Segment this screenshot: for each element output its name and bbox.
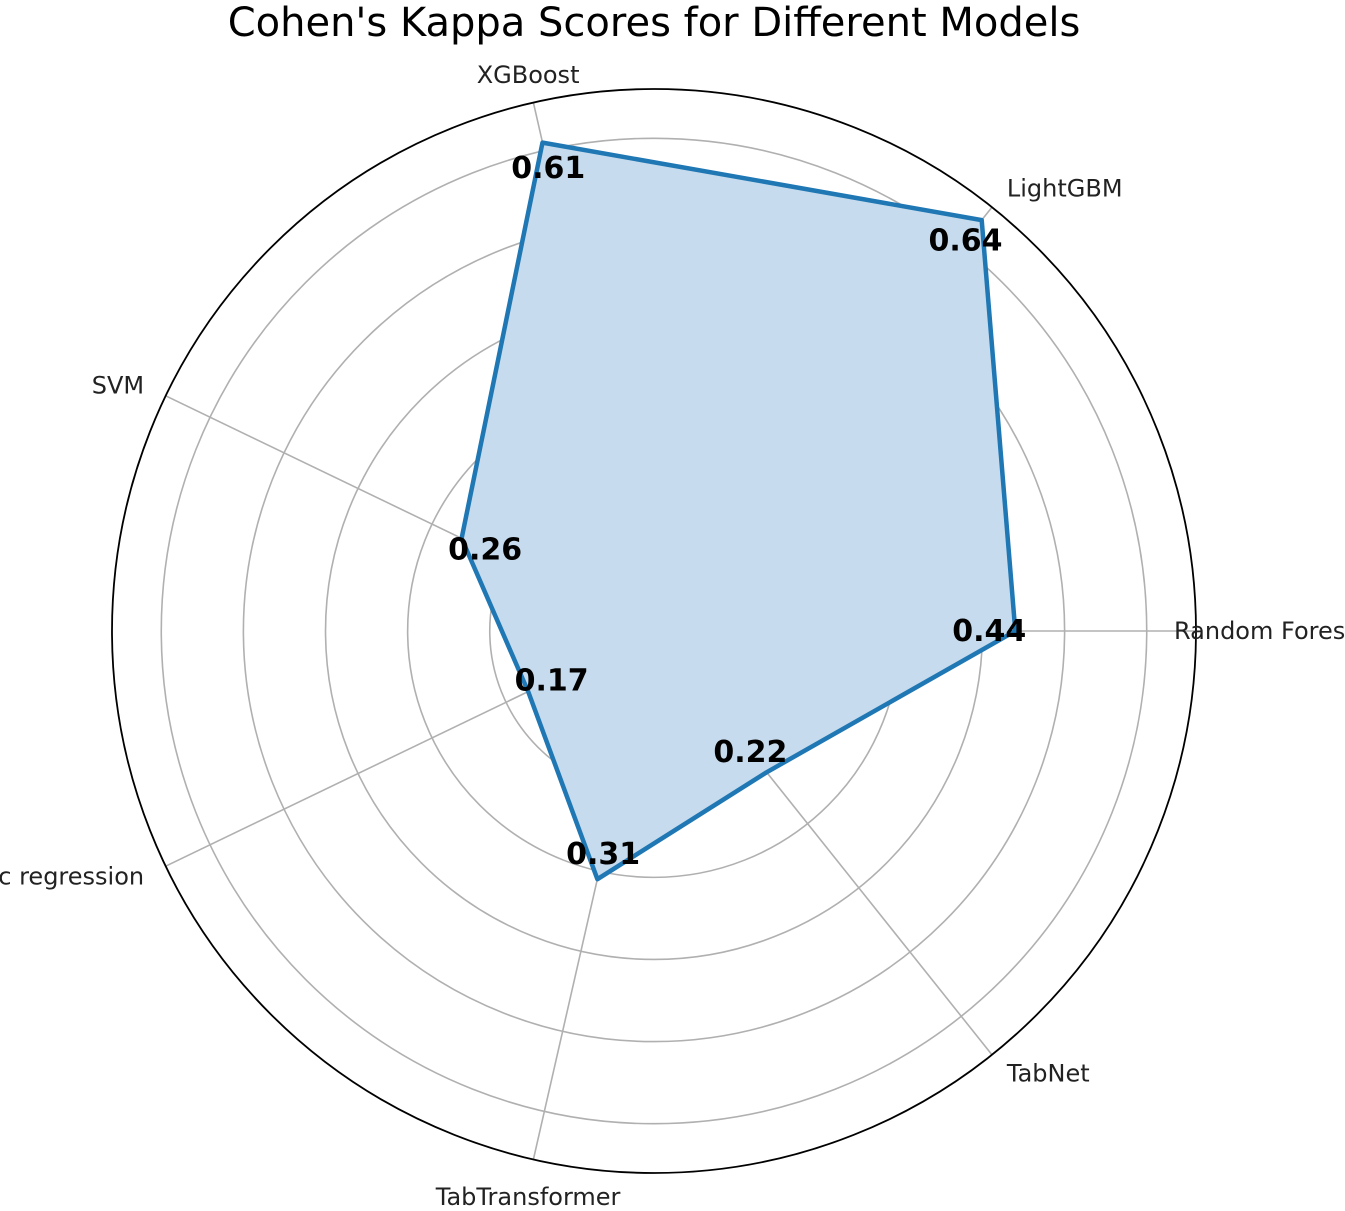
data-label: 0.44 [952, 614, 1026, 649]
data-label: 0.31 [566, 837, 640, 872]
category-label: TabNet [1006, 1060, 1090, 1088]
data-layer [459, 140, 1018, 882]
data-label: 0.61 [511, 151, 585, 186]
label-layer: 0.44 0.64 0.61 0.26 0.17 0.31 0.22 Random Fores… [0, 61, 1345, 1211]
data-label: 0.22 [713, 735, 787, 770]
data-label: 0.64 [928, 223, 1002, 258]
outer-ring [111, 88, 1197, 1174]
category-label: LightGBM [1007, 175, 1123, 203]
series-line [459, 140, 1018, 882]
category-label: XGBoost [477, 61, 580, 89]
category-label: Logistic regression [0, 863, 144, 891]
series-area [461, 142, 1016, 880]
chart-title: Cohen's Kappa Scores for Different Model… [228, 0, 1081, 46]
data-label: 0.17 [515, 663, 589, 698]
data-label: 0.26 [448, 533, 522, 568]
category-label: SVM [92, 371, 144, 399]
category-label: Random Forest [1174, 617, 1345, 645]
category-label: TabTransformer [435, 1183, 621, 1211]
